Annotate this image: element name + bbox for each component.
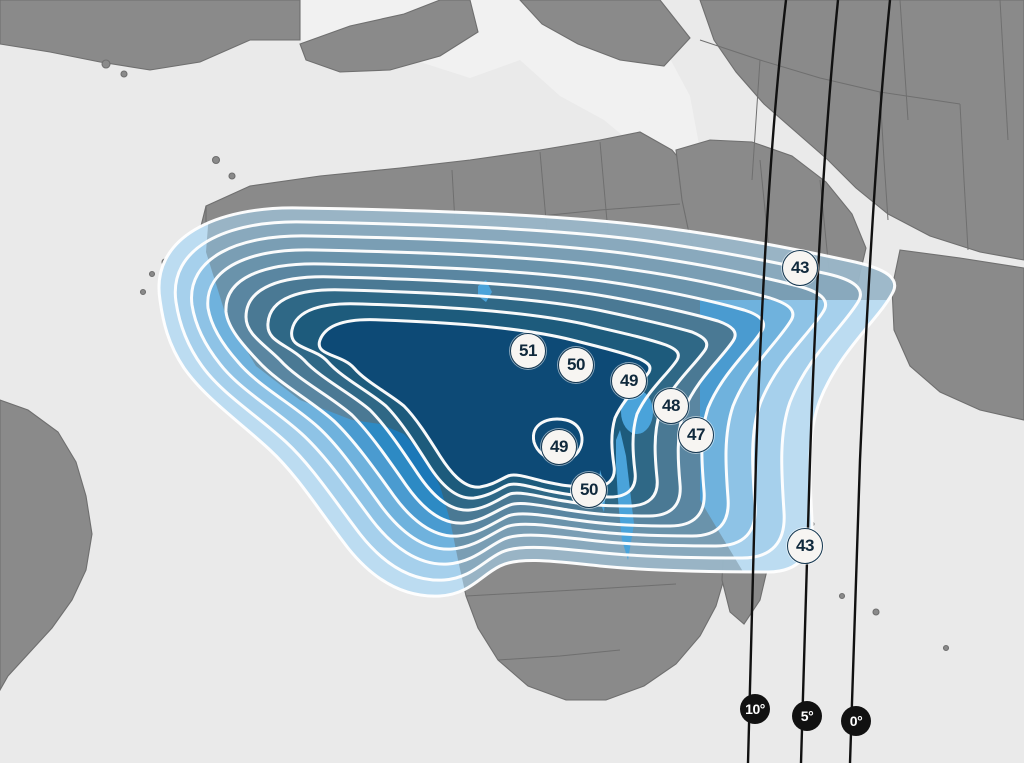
elevation-angle-lines [746,0,892,763]
elevation-line-0 [848,0,892,763]
elevation-line-10 [746,0,788,763]
elevation-line-5 [799,0,840,763]
